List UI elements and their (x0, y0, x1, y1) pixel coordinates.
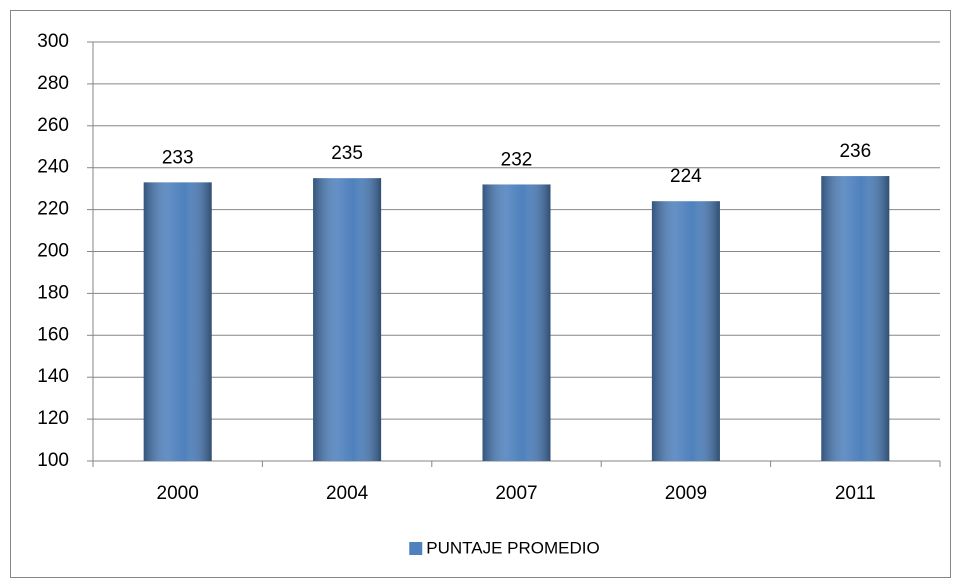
y-tick-label: 280 (37, 73, 69, 94)
bar-shading (482, 184, 551, 461)
y-tick-label: 120 (37, 408, 69, 429)
bar-shading (313, 178, 382, 462)
legend-label: PUNTAJE PROMEDIO (426, 538, 599, 557)
data-label: 236 (839, 141, 871, 162)
legend-swatch (409, 542, 423, 555)
bar-shading (821, 176, 890, 461)
y-tick-label: 160 (37, 324, 69, 345)
y-tick-label: 300 (37, 31, 69, 52)
bar-shading (143, 182, 212, 462)
y-tick-label: 140 (37, 366, 69, 387)
y-tick-label: 240 (37, 157, 69, 178)
x-tick-label: 2009 (665, 483, 707, 504)
x-tick-label: 2007 (495, 483, 537, 504)
x-tick-label: 2000 (157, 483, 199, 504)
bar-shading (651, 201, 720, 461)
y-tick-label: 220 (37, 199, 69, 220)
y-tick-label: 260 (37, 115, 69, 136)
y-tick-label: 100 (37, 450, 69, 471)
x-tick-label: 2004 (326, 483, 369, 504)
y-tick-label: 200 (37, 241, 69, 262)
x-tick-label: 2011 (835, 483, 876, 504)
y-tick-label: 180 (37, 282, 69, 303)
data-label: 224 (670, 166, 702, 187)
data-label: 232 (501, 149, 533, 170)
data-label: 235 (331, 143, 363, 164)
data-label: 233 (162, 147, 194, 168)
